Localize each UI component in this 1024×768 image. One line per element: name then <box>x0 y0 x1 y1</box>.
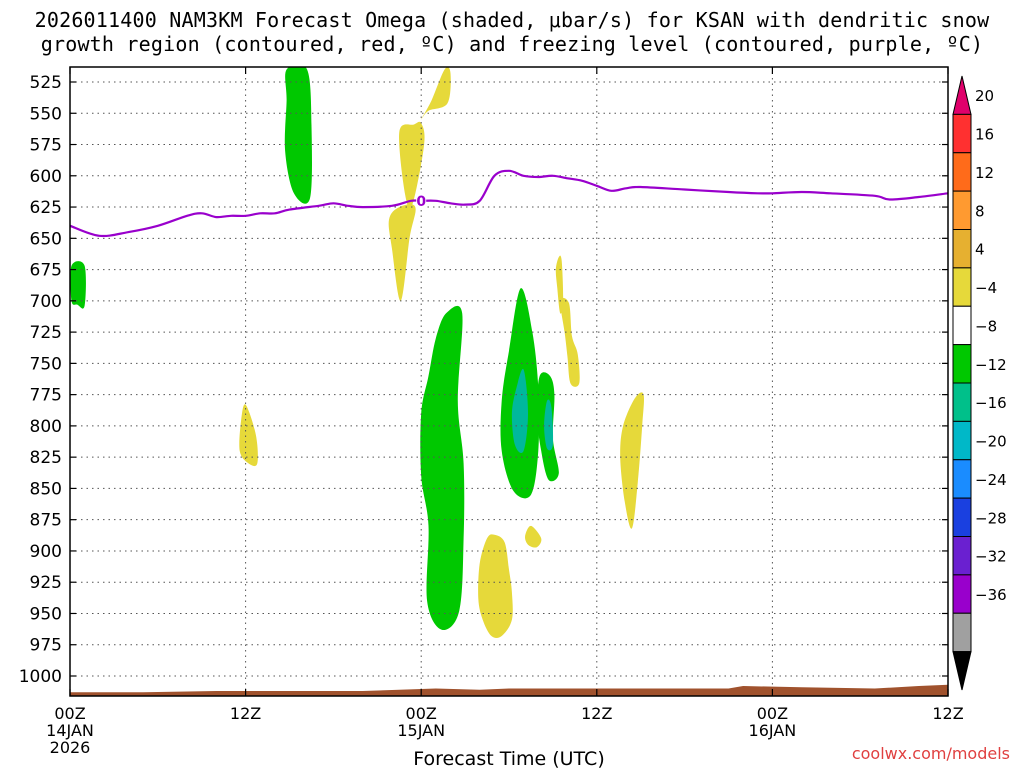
colorbar-top-arrow <box>952 75 972 115</box>
credit-link[interactable]: coolwx.com/models <box>851 744 1010 763</box>
x-tick-date-48: 16JAN <box>749 721 797 740</box>
colorbar-band-1 <box>952 113 972 154</box>
colorbar-band-11 <box>952 497 972 537</box>
colorbar-band-9 <box>952 420 972 461</box>
x-tick-label-24: 00Z <box>406 704 437 723</box>
y-tick-label-700: 700 <box>30 292 62 312</box>
colorbar-label-3: 8 <box>975 202 985 220</box>
y-tick-label-850: 850 <box>30 479 62 499</box>
x-axis-label: Forecast Time (UTC) <box>413 748 604 768</box>
y-tick-label-925: 925 <box>30 573 62 593</box>
chart-title-line-2: growth region (contoured, red, ºC) and f… <box>40 32 984 56</box>
plot-frame <box>69 66 949 697</box>
y-tick-label-875: 875 <box>30 511 62 531</box>
x-tick-date-0: 14JAN <box>46 721 94 740</box>
y-tick-label-950: 950 <box>30 604 62 624</box>
colorbar-label-0: 20 <box>975 87 994 105</box>
pressure-axis: 525 550 575 600 625 650 675 700 725 750 775 800 825 8… <box>19 73 948 687</box>
colorbar-band-7 <box>952 344 972 384</box>
y-tick-label-525: 525 <box>30 73 62 93</box>
colorbar-label-4: 4 <box>975 241 985 259</box>
omega-region-5 <box>239 404 258 467</box>
colorbar-label-12: −32 <box>975 548 1007 566</box>
colorbar: 20 16 12 8 4 −4 −8 −12 −16 −20 −24 −28 −32 −36 <box>952 75 1007 691</box>
y-tick-label-975: 975 <box>30 636 62 656</box>
x-tick-year-0: 2026 <box>50 738 91 757</box>
colorbar-band-5 <box>952 267 972 307</box>
freezing-level-layer: 0 <box>70 169 948 238</box>
x-tick-label-0: 00Z <box>54 704 85 723</box>
grid-lines <box>70 67 948 696</box>
omega-region-7 <box>478 534 513 639</box>
y-tick-label-825: 825 <box>30 448 62 468</box>
freezing-level-line <box>70 169 948 238</box>
x-tick-label-48: 00Z <box>757 704 788 723</box>
chart-title-line-1: 2026011400 NAM3KM Forecast Omega (shaded… <box>34 8 990 32</box>
omega-region-10 <box>511 368 528 454</box>
colorbar-band-8 <box>952 382 972 422</box>
x-tick-label-12: 12Z <box>230 704 261 723</box>
colorbar-band-6 <box>952 305 972 346</box>
y-tick-label-775: 775 <box>30 386 62 406</box>
y-tick-label-600: 600 <box>30 167 62 187</box>
colorbar-band-10 <box>952 459 972 499</box>
colorbar-label-13: −36 <box>975 586 1007 604</box>
omega-region-15 <box>620 392 645 529</box>
freezing-level-label: 0 <box>416 194 426 210</box>
y-tick-label-575: 575 <box>30 136 62 156</box>
y-tick-label-675: 675 <box>30 261 62 281</box>
omega-shading-layer <box>70 67 645 639</box>
y-tick-label-650: 650 <box>30 229 62 249</box>
y-tick-label-900: 900 <box>30 542 62 562</box>
omega-region-2 <box>421 67 451 120</box>
omega-region-4 <box>70 261 86 309</box>
x-tick-label-36: 12Z <box>581 704 612 723</box>
y-tick-label-750: 750 <box>30 354 62 374</box>
omega-region-0 <box>284 67 312 204</box>
omega-region-12 <box>544 399 554 451</box>
omega-region-3 <box>388 204 416 301</box>
colorbar-label-6: −8 <box>975 317 997 335</box>
ground-layer <box>70 684 948 696</box>
colorbar-label-5: −4 <box>975 279 997 297</box>
colorbar-label-10: −24 <box>975 471 1007 489</box>
colorbar-band-2 <box>952 152 972 192</box>
colorbar-band-14 <box>952 612 972 653</box>
colorbar-label-11: −28 <box>975 509 1007 527</box>
colorbar-band-13 <box>952 574 972 614</box>
colorbar-label-9: −20 <box>975 433 1007 451</box>
x-tick-label-60: 12Z <box>932 704 963 723</box>
colorbar-label-8: −16 <box>975 394 1007 412</box>
y-tick-label-800: 800 <box>30 417 62 437</box>
y-tick-label-1000: 1000 <box>19 667 62 687</box>
y-tick-label-550: 550 <box>30 104 62 124</box>
y-tick-label-725: 725 <box>30 323 62 343</box>
omega-region-1 <box>399 121 425 209</box>
ground-surface <box>70 684 948 696</box>
colorbar-bottom-arrow <box>952 651 972 691</box>
omega-region-8 <box>525 525 542 548</box>
colorbar-band-12 <box>952 536 972 576</box>
colorbar-label-1: 16 <box>975 126 994 144</box>
omega-region-6 <box>420 305 465 631</box>
colorbar-label-2: 12 <box>975 164 994 182</box>
x-tick-date-24: 15JAN <box>397 721 445 740</box>
y-tick-label-625: 625 <box>30 198 62 218</box>
colorbar-band-4 <box>952 229 972 269</box>
colorbar-band-3 <box>952 190 972 230</box>
omega-region-14 <box>560 297 580 387</box>
freezing-level-label-bg <box>416 192 427 209</box>
colorbar-label-7: −12 <box>975 356 1007 374</box>
